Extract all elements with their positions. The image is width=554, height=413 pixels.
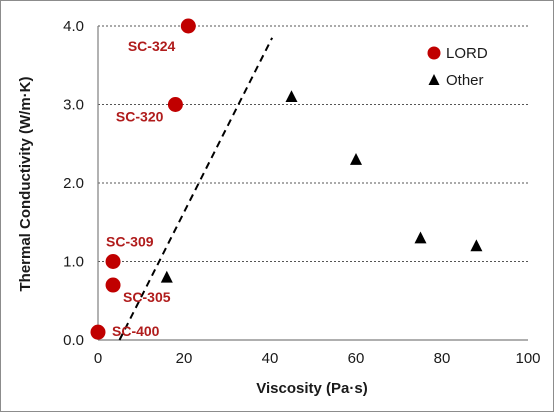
y-tick-label: 2.0: [63, 175, 84, 192]
x-tick-label: 60: [348, 350, 365, 367]
point-label: SC-400: [112, 323, 160, 339]
legend-label: Other: [446, 72, 484, 89]
other-point: [350, 153, 362, 165]
tick-labels: 0 20 40 60 80 100 0.0 1.0 2.0 3.0 4.0: [63, 18, 540, 367]
y-tick-label: 4.0: [63, 18, 84, 35]
point-label: SC-324: [128, 38, 176, 54]
legend-other-marker: [428, 74, 440, 85]
trendline-dashed: [118, 37, 274, 341]
lord-point: [105, 254, 121, 269]
x-tick-label: 80: [434, 350, 451, 367]
other-point: [414, 231, 427, 244]
y-tick-label: 0.0: [63, 332, 84, 349]
data-points: SC-324 SC-320 SC-309 SC-305 SC-400: [90, 18, 483, 340]
other-point: [160, 270, 173, 283]
x-tick-label: 0: [94, 350, 102, 367]
point-label: SC-320: [116, 109, 164, 125]
legend: LORD Other: [427, 45, 488, 89]
legend-label: LORD: [446, 45, 488, 62]
point-label: SC-309: [106, 234, 154, 250]
lord-point: [180, 18, 196, 34]
lord-point: [105, 277, 121, 293]
point-label: SC-305: [123, 289, 171, 305]
y-axis-title: Thermal Conductivity (W/m·K): [17, 76, 34, 291]
trendline: [118, 37, 274, 341]
axes: [97, 26, 528, 341]
lord-point: [167, 97, 183, 112]
legend-lord-marker: [427, 46, 441, 60]
lord-point: [90, 324, 106, 340]
other-point: [285, 90, 298, 103]
y-tick-label: 3.0: [63, 97, 84, 114]
y-tick-label: 1.0: [63, 254, 84, 271]
x-tick-label: 100: [515, 350, 540, 367]
x-tick-label: 40: [262, 350, 279, 367]
x-axis-title: Viscosity (Pa·s): [256, 380, 367, 397]
other-point: [470, 239, 483, 252]
x-tick-label: 20: [176, 350, 193, 367]
